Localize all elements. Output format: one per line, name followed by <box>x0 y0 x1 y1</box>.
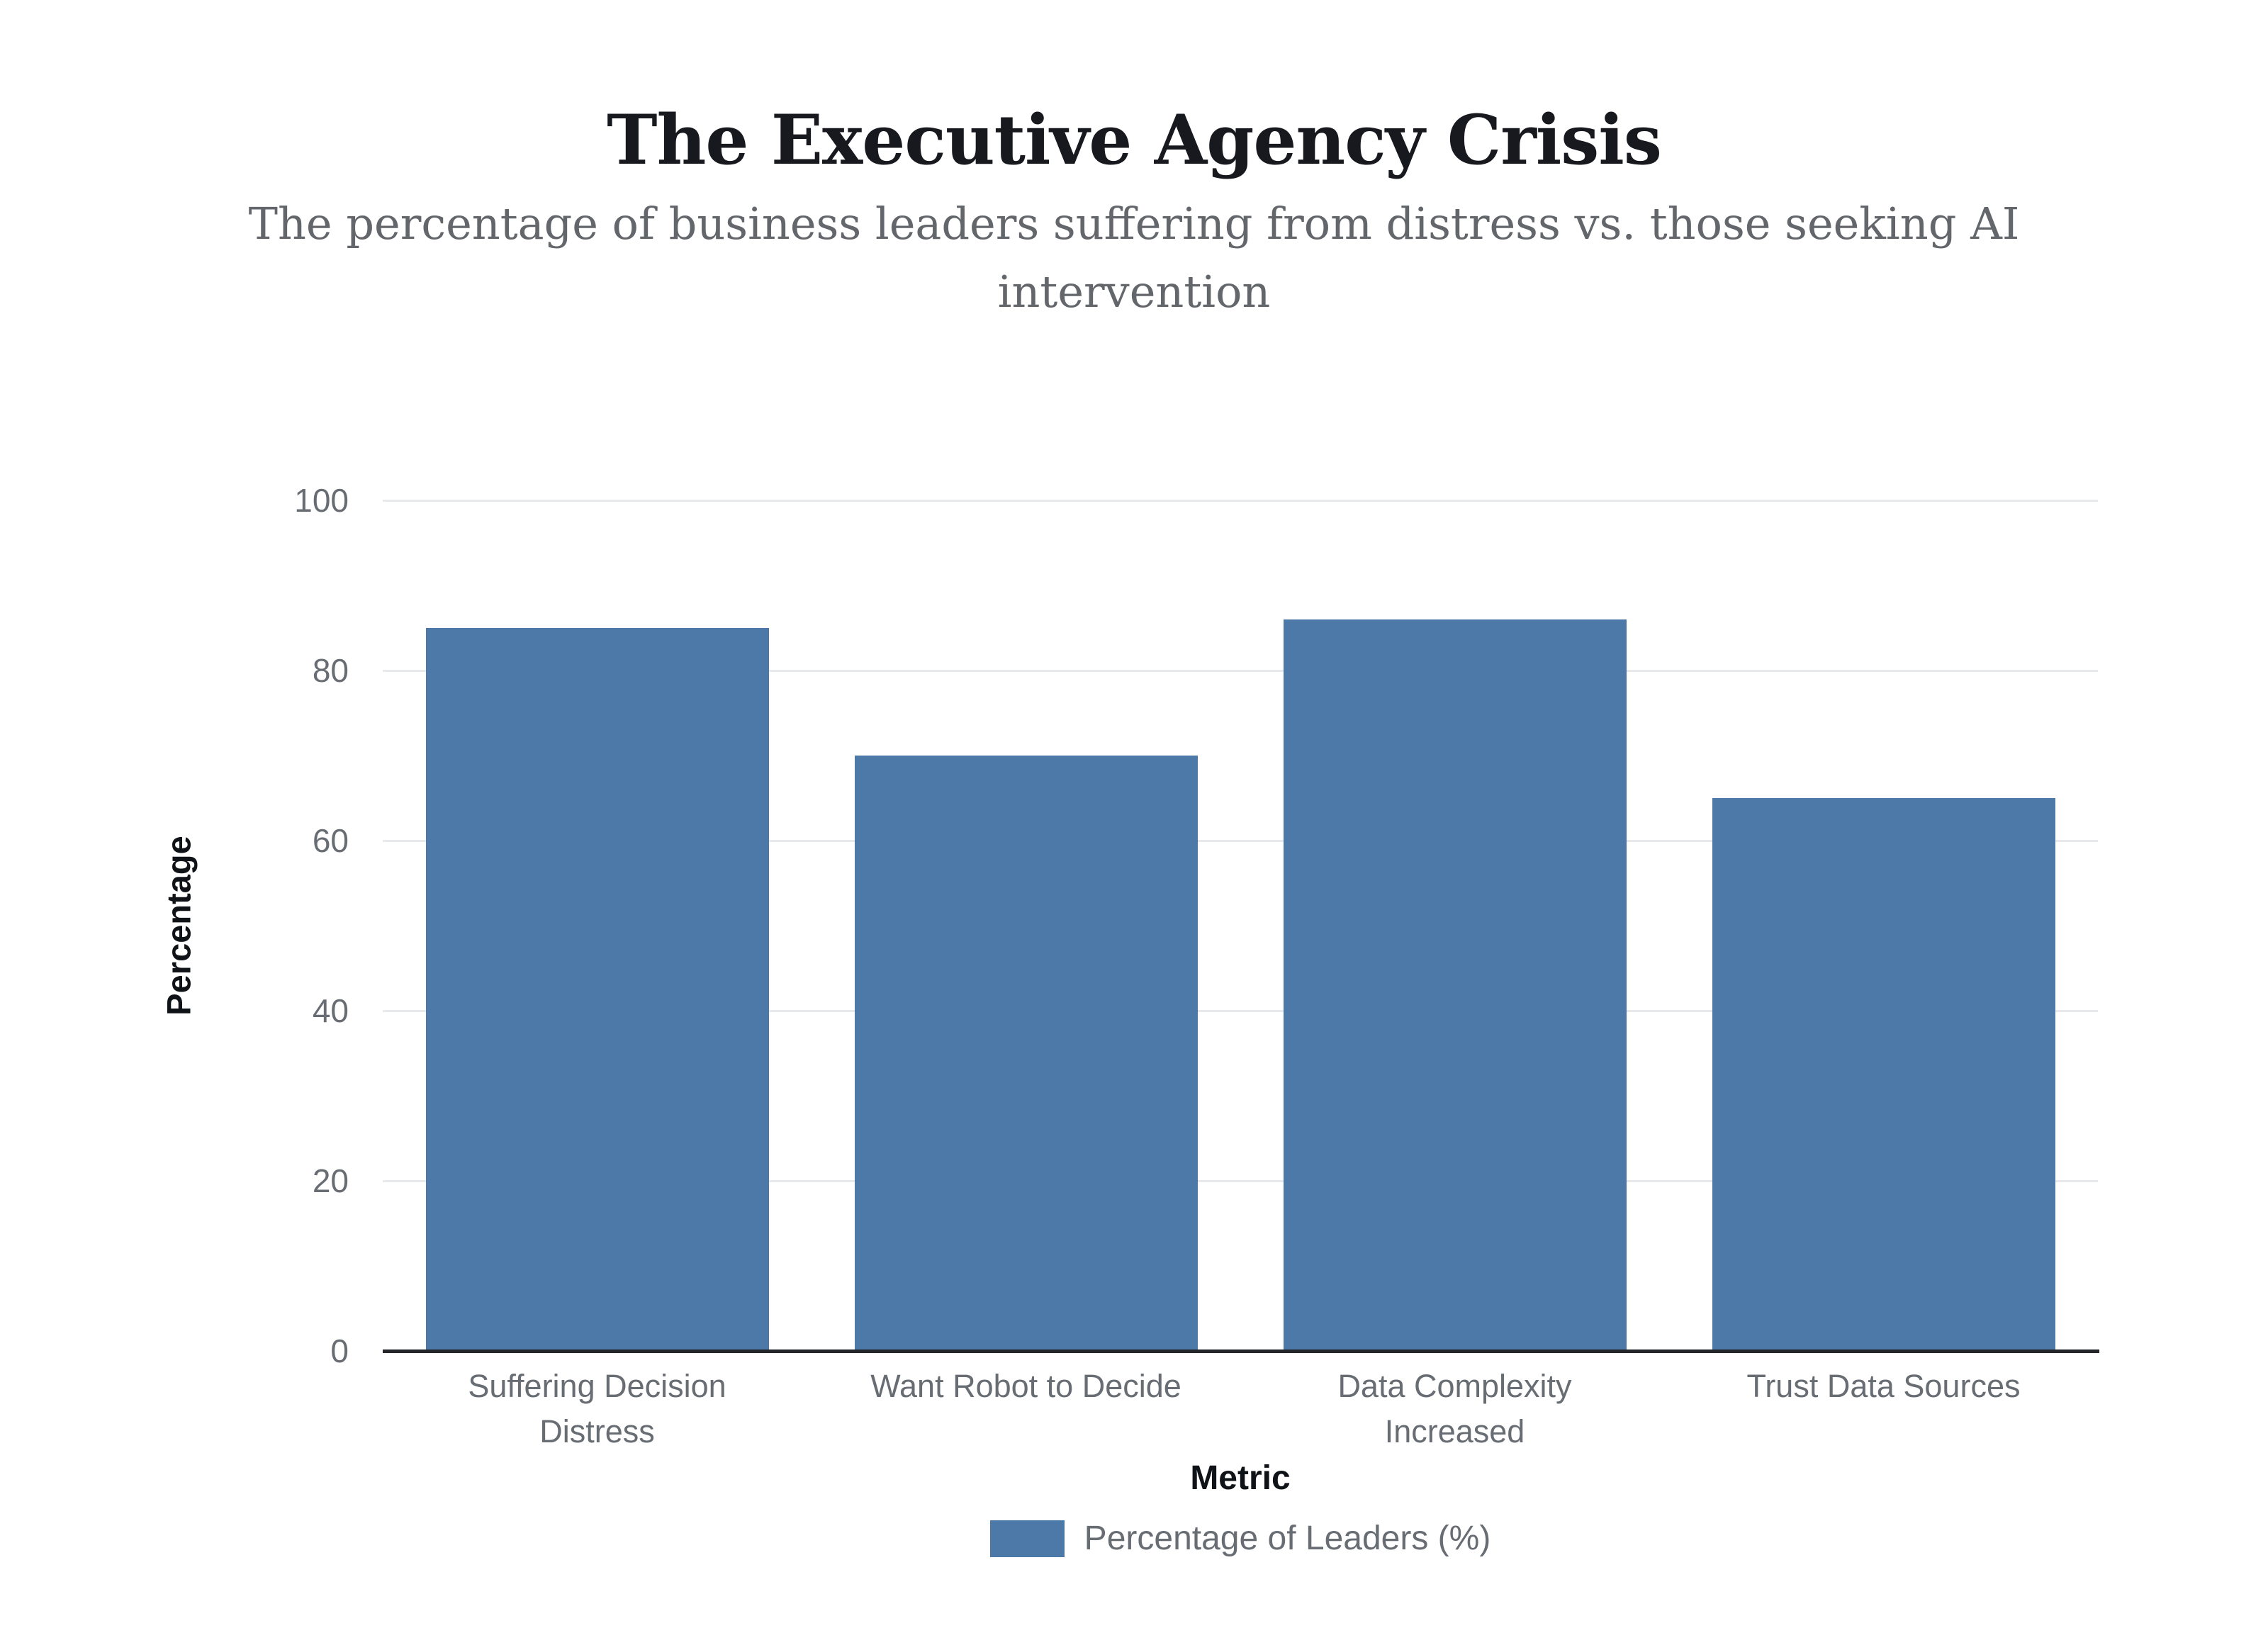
legend-label: Percentage of Leaders (%) <box>1084 1520 1491 1557</box>
bar-data-complexity-increased[interactable] <box>1283 619 1627 1351</box>
gridline-80 <box>383 670 2098 672</box>
plot-area <box>383 500 2098 1351</box>
y-tick-80: 80 <box>312 652 349 689</box>
legend: Percentage of Leaders (%) <box>383 1520 2098 1557</box>
x-tick-trust-data-sources: Trust Data Sources <box>1746 1368 2021 1404</box>
legend-item[interactable]: Percentage of Leaders (%) <box>989 1520 1491 1557</box>
chart-subtitle: The percentage of business leaders suffe… <box>248 198 2020 318</box>
y-tick-20: 20 <box>312 1162 349 1199</box>
bar-want-robot-to-decide[interactable] <box>854 756 1198 1351</box>
x-axis-line <box>383 1349 2099 1353</box>
y-tick-60: 60 <box>312 822 349 859</box>
gridline-100 <box>383 500 2098 502</box>
x-tick-suffering-decision-distress: Suffering Decision Distress <box>468 1368 726 1449</box>
gridline-40 <box>383 1010 2098 1012</box>
y-axis-label: Percentage <box>159 836 198 1016</box>
x-axis-label: Metric <box>1190 1459 1291 1497</box>
x-tick-want-robot-to-decide: Want Robot to Decide <box>870 1368 1181 1404</box>
bar-suffering-decision-distress[interactable] <box>425 628 769 1351</box>
gridline-60 <box>383 840 2098 842</box>
gridline-20 <box>383 1180 2098 1182</box>
y-tick-0: 0 <box>330 1332 349 1369</box>
x-tick-data-complexity-increased: Data Complexity Increased <box>1337 1368 1572 1449</box>
legend-swatch <box>989 1520 1065 1557</box>
y-tick-40: 40 <box>312 992 349 1029</box>
bar-trust-data-sources[interactable] <box>1712 798 2055 1351</box>
chart-title: The Executive Agency Crisis <box>607 100 1662 180</box>
y-tick-100: 100 <box>294 482 349 519</box>
